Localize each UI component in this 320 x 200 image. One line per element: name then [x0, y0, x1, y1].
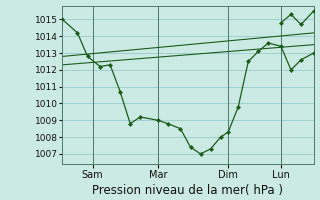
X-axis label: Pression niveau de la mer( hPa ): Pression niveau de la mer( hPa ): [92, 184, 284, 197]
